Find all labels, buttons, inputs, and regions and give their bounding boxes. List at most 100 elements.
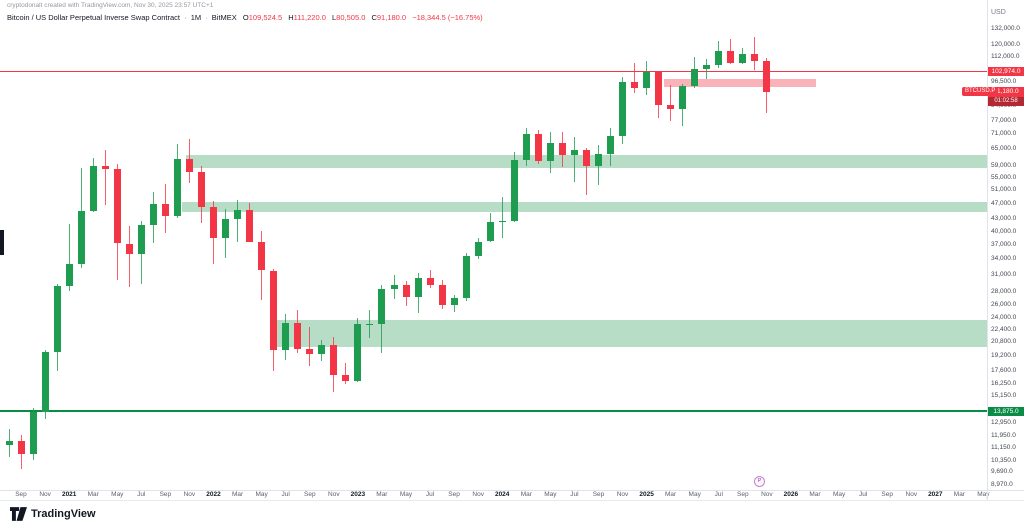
- candle-wick: [501, 197, 503, 238]
- candle: [306, 348, 314, 354]
- candle: [282, 323, 290, 350]
- time-tick-label: 2026: [783, 491, 799, 498]
- left-edge-artifact: [0, 230, 4, 255]
- time-tick-label: Mar: [231, 491, 244, 498]
- price-tick-label: 132,000.0: [991, 25, 1020, 33]
- time-tick-label: 2025: [639, 491, 654, 498]
- candle: [763, 60, 771, 92]
- candle: [89, 166, 97, 211]
- time-tick-label: Jul: [714, 491, 723, 498]
- tradingview-logo-icon[interactable]: [10, 506, 27, 521]
- candle-wick: [104, 149, 106, 205]
- time-tick-label: Sep: [159, 491, 172, 498]
- candle: [667, 105, 675, 109]
- candle: [246, 209, 254, 242]
- candle: [210, 207, 217, 239]
- time-tick-label: May: [111, 491, 124, 498]
- candle-wick: [128, 226, 130, 288]
- time-tick-label: Mar: [953, 491, 965, 498]
- price-tick-label: 19,200.0: [991, 351, 1017, 359]
- candle: [137, 225, 145, 254]
- candle: [558, 142, 566, 156]
- candle: [173, 159, 181, 217]
- demand-zone-lower[interactable]: [277, 319, 987, 348]
- candle: [390, 284, 398, 290]
- time-tick-label: Mar: [664, 491, 677, 498]
- time-tick-label: Mar: [809, 491, 821, 498]
- time-tick-label: Sep: [448, 491, 460, 498]
- candle: [234, 209, 242, 219]
- candle: [438, 284, 446, 305]
- candle: [426, 277, 434, 285]
- candle: [185, 159, 193, 172]
- price-tick-label: 24,000.0: [991, 314, 1017, 322]
- price-tick-label: 12,950.0: [991, 418, 1017, 426]
- time-tick-label: Mar: [376, 491, 388, 498]
- candle: [643, 72, 651, 88]
- price-tick-label: 71,000.0: [991, 130, 1017, 138]
- price-tick-label: 17,600.0: [991, 366, 1017, 374]
- time-tick-label: Nov: [905, 491, 918, 498]
- price-tick-label: 43,000.0: [991, 215, 1017, 223]
- price-tick-label: 11,150.0: [991, 444, 1016, 451]
- symbol-title[interactable]: Bitcoin / US Dollar Perpetual Inverse Sw…: [7, 13, 180, 22]
- brand-name[interactable]: TradingView: [31, 507, 96, 520]
- candle: [739, 53, 747, 63]
- separator: ·: [184, 13, 187, 22]
- time-tick-label: 2024: [494, 491, 510, 498]
- price-tick-label: 22,400.0: [991, 325, 1017, 333]
- price-tick-label: 20,800.0: [991, 338, 1017, 346]
- footer-border: [0, 500, 1024, 501]
- candle: [727, 51, 735, 63]
- candle: [510, 159, 518, 221]
- price-tick-label: 31,000.0: [991, 270, 1017, 278]
- support-price-label: 13,875.0: [988, 406, 1024, 416]
- price-axis-border: [987, 0, 988, 500]
- symbol-tag[interactable]: BTCUSD.P: [962, 87, 999, 97]
- change-value: −18,344.5 (−16.75%): [412, 13, 483, 22]
- candle: [534, 133, 542, 162]
- time-tick-label: Jul: [137, 491, 146, 498]
- price-tick-label: 10,350.0: [991, 456, 1017, 464]
- supply-zone-mid[interactable]: [182, 201, 987, 212]
- candle: [366, 324, 374, 326]
- event-marker-icon[interactable]: P: [754, 476, 765, 487]
- time-axis[interactable]: Sep Nov 2021 Mar May Jul Sep Nov 2022 Mar May Jul Se…: [0, 491, 1024, 500]
- price-tick-label: 55,000.0: [991, 173, 1017, 181]
- resistance-line[interactable]: [0, 70, 987, 72]
- attribution-text: cryptodonalt created with TradingView.co…: [7, 2, 214, 9]
- candle: [414, 277, 422, 297]
- candle: [619, 82, 626, 137]
- candle: [595, 153, 602, 166]
- time-tick-label: Jul: [570, 491, 579, 498]
- time-tick-label: May: [688, 491, 701, 498]
- candle: [149, 203, 157, 226]
- symbol-ohlc-row: Bitcoin / US Dollar Perpetual Inverse Sw…: [7, 13, 483, 22]
- candle-wick: [670, 84, 672, 122]
- time-tick-label: Sep: [592, 491, 605, 498]
- high-value: 111,220.0: [293, 13, 326, 22]
- time-tick-label: Nov: [39, 491, 51, 498]
- resistance-zone-pink[interactable]: [664, 79, 816, 87]
- low-label: L: [332, 13, 337, 22]
- candle: [655, 72, 663, 106]
- time-tick-label: Nov: [472, 491, 484, 498]
- candle: [318, 344, 326, 354]
- time-tick-label: Jul: [858, 491, 868, 498]
- price-tick-label: 96,500.0: [991, 78, 1017, 86]
- candle: [113, 169, 121, 244]
- price-tick-label: 9,690.0: [991, 467, 1013, 475]
- time-tick-label: May: [399, 491, 413, 498]
- candle: [522, 133, 530, 160]
- time-axis-border: [0, 490, 1024, 491]
- price-axis[interactable]: USD 102,974.0 91,180.0 01:02:58 13,875.0…: [988, 0, 1024, 500]
- candle-wick: [309, 326, 311, 366]
- support-line[interactable]: [0, 410, 987, 412]
- time-tick-label: Sep: [881, 491, 893, 498]
- interval-label[interactable]: 1M: [190, 13, 202, 22]
- candle: [222, 218, 229, 239]
- time-tick-label: May: [544, 491, 557, 498]
- candle-wick: [706, 59, 708, 80]
